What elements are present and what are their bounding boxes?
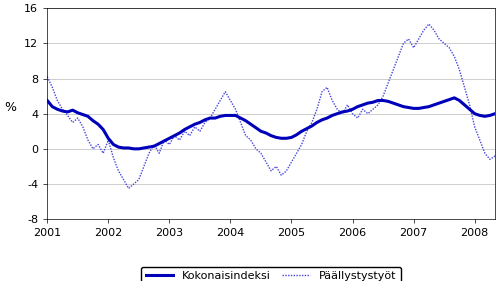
Kokonaisindeksi <box>283 137 289 140</box>
Kokonaisindeksi <box>44 99 50 102</box>
Legend: Kokonaisindeksi, Päällystystyöt: Kokonaisindeksi, Päällystystyöt <box>141 267 401 281</box>
Kokonaisindeksi <box>177 131 183 135</box>
Y-axis label: %: % <box>4 101 16 114</box>
Kokonaisindeksi <box>431 103 437 106</box>
Line: Kokonaisindeksi: Kokonaisindeksi <box>47 78 499 149</box>
Päällystystyöt <box>177 138 183 142</box>
Päällystystyöt <box>406 37 412 41</box>
Päällystystyöt <box>426 22 432 26</box>
Päällystystyöt <box>436 37 442 41</box>
Päällystystyöt <box>283 169 289 173</box>
Line: Päällystystyöt: Päällystystyöt <box>47 24 499 188</box>
Päällystystyöt <box>44 75 50 78</box>
Kokonaisindeksi <box>406 106 412 109</box>
Kokonaisindeksi <box>131 147 137 151</box>
Päällystystyöt <box>126 187 132 190</box>
Päällystystyöt <box>355 116 361 120</box>
Kokonaisindeksi <box>355 105 361 108</box>
Päällystystyöt <box>80 125 86 128</box>
Kokonaisindeksi <box>80 113 86 116</box>
